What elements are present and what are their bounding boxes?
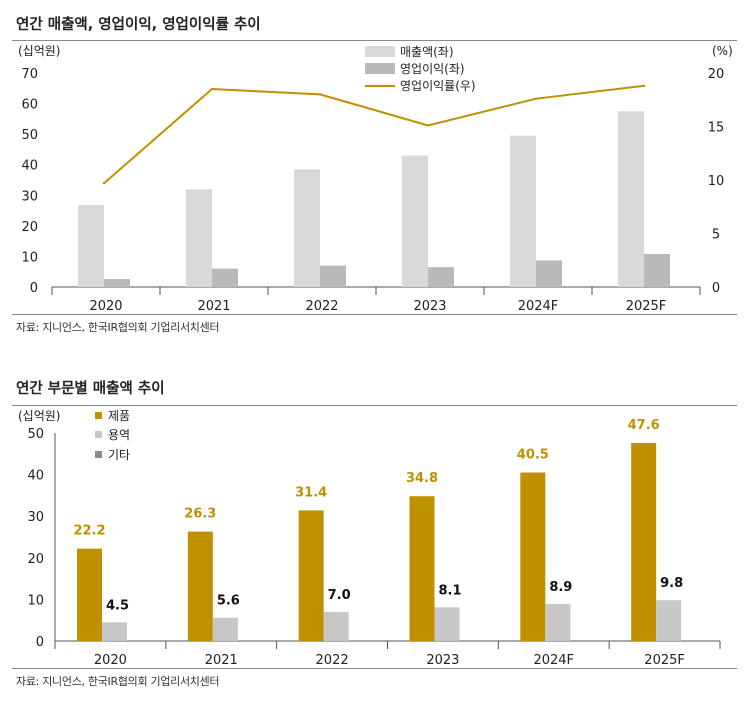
chart2-bottom-rule [12, 668, 737, 669]
chart2-x-tick-label: 2021 [205, 653, 238, 668]
chart1-y2-tick-label: 0 [712, 281, 720, 296]
chart2-y-tick-label: 40 [27, 469, 44, 484]
chart1-y-tick-label: 50 [21, 128, 38, 143]
legend-label-sales: 매출액(좌) [400, 45, 454, 59]
chart2-bar-service [102, 622, 127, 641]
chart2-x-tick-label: 2024F [533, 653, 574, 668]
chart1-x-tick-label: 2020 [89, 299, 122, 314]
chart2-data-label-product: 40.5 [517, 448, 549, 463]
chart2-data-label-service: 7.0 [328, 588, 351, 603]
legend-label-op-profit: 영업이익(좌) [400, 62, 465, 76]
chart2-bar-service [656, 600, 682, 641]
chart1-point-op-margin [642, 84, 646, 88]
chart2-y-tick-label: 20 [27, 552, 44, 567]
chart1-bar-op-profit [320, 265, 346, 287]
chart1-bottom-rule [12, 314, 737, 315]
chart2-x-tick-label: 2020 [94, 653, 127, 668]
chart2-bar-service [212, 617, 238, 641]
chart2-y-axis-label: (십억원) [18, 409, 60, 423]
chart2-bar-service [323, 611, 349, 641]
chart1-point-op-margin [102, 182, 106, 185]
chart2-legend-swatch [95, 451, 102, 458]
chart2-bar-service [434, 607, 460, 641]
chart2-bar-product [187, 531, 213, 641]
chart2-bar-product [631, 442, 657, 641]
chart1-bar-op-profit [536, 260, 562, 287]
chart2-legend-label: 제품 [108, 409, 130, 423]
chart1-bar-sales [510, 135, 536, 287]
chart2-legend-label: 용역 [108, 428, 130, 442]
chart1-bar-sales [78, 205, 104, 287]
chart1-y-tick-label: 40 [21, 159, 38, 174]
chart1-point-op-margin [534, 97, 538, 100]
chart2-data-label-product: 26.3 [184, 507, 216, 522]
chart1-x-tick-label: 2024F [518, 299, 559, 314]
chart1-line-op-margin [103, 84, 645, 184]
chart1-point-op-margin [426, 124, 430, 127]
chart2-x-tick-label: 2022 [316, 653, 349, 668]
chart1-bar-op-profit [428, 267, 454, 287]
chart1-y2-tick-label: 20 [708, 67, 725, 82]
chart2-y-tick-label: 50 [27, 427, 44, 442]
chart2-legend-label: 기타 [108, 448, 130, 462]
chart2-svg: (십억원) 0 10 20 30 40 50 2020 2021 2022 2023 2024F 202… [18, 409, 721, 668]
chart1-bar-sales [402, 155, 428, 287]
chart2-legend-swatch [95, 412, 102, 419]
chart2-source: 자료: 지니언스, 한국IR협의회 기업리서치센터 [16, 675, 220, 688]
chart1-y2-tick-label: 5 [712, 228, 720, 243]
chart1-x-tick-label: 2023 [413, 299, 446, 314]
chart1-point-op-margin [210, 87, 214, 91]
chart1-y-tick-label: 0 [30, 281, 38, 296]
chart1-bar-sales [294, 169, 320, 287]
chart1-point-op-margin [318, 93, 322, 96]
chart2-data-label-product: 22.2 [73, 524, 105, 539]
chart2-y-tick-label: 0 [36, 635, 44, 650]
legend-swatch-sales [365, 46, 395, 57]
chart1-y-tick-label: 30 [21, 189, 38, 204]
chart1-source: 자료: 지니언스, 한국IR협의회 기업리서치센터 [16, 321, 220, 334]
chart1-x-tick-label: 2021 [197, 299, 230, 314]
chart2-y-tick-label: 30 [27, 510, 44, 525]
chart2-bar-product [298, 510, 324, 641]
chart1-y2-tick-label: 15 [708, 121, 725, 136]
legend-label-op-margin: 영업이익률(우) [400, 79, 476, 93]
chart1-y-tick-label: 20 [21, 220, 38, 235]
chart2-data-label-service: 8.1 [438, 583, 461, 598]
chart1-bar-op-profit [104, 279, 130, 287]
chart1-bar-op-profit [644, 253, 670, 287]
chart1-y-tick-label: 70 [21, 67, 38, 82]
chart2-top-rule [12, 405, 737, 406]
chart2-x-tick-label: 2025F [644, 653, 685, 668]
chart1-bar-sales [618, 111, 644, 287]
chart2-data-label-product: 47.6 [628, 418, 660, 433]
chart2-data-label-product: 34.8 [406, 471, 438, 486]
chart1-x-tick-label: 2025F [626, 299, 667, 314]
chart1-bar-sales [186, 189, 212, 287]
chart1-y-tick-label: 10 [21, 250, 38, 265]
chart1-top-rule [12, 40, 737, 41]
chart2-bar-product [77, 548, 102, 641]
chart2-data-label-service: 9.8 [660, 576, 683, 591]
chart2-data-label-service: 4.5 [106, 598, 129, 613]
chart2-bar-product [520, 472, 546, 641]
chart1-y2-axis-label: (%) [712, 44, 733, 58]
chart2-legend-swatch [95, 431, 102, 438]
chart2-bar-service [545, 603, 571, 641]
chart2-y-tick-label: 10 [27, 593, 44, 608]
chart1-y-tick-label: 60 [21, 98, 38, 113]
chart2-data-label-service: 8.9 [549, 580, 572, 595]
chart2-data-label-service: 5.6 [217, 594, 240, 609]
chart2-x-tick-label: 2023 [426, 653, 459, 668]
chart2-bar-product [409, 496, 435, 641]
chart1-y-axis-label: (십억원) [18, 44, 60, 58]
chart1-bar-op-profit [212, 268, 238, 287]
chart1-x-tick-label: 2022 [305, 299, 338, 314]
chart1-title: 연간 매출액, 영업이익, 영업이익률 추이 [16, 17, 261, 33]
chart2-data-label-product: 31.4 [295, 485, 327, 500]
chart2-title: 연간 부문별 매출액 추이 [16, 381, 165, 397]
chart1-y2-tick-label: 10 [708, 174, 725, 189]
legend-swatch-op-profit [365, 63, 395, 74]
